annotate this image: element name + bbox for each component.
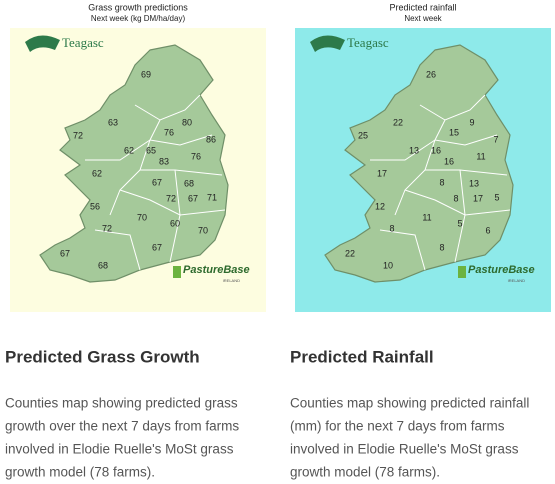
- county-value: 63: [108, 117, 118, 127]
- county-value: 9: [469, 117, 474, 127]
- county-value: 26: [426, 69, 436, 79]
- county-value: 22: [393, 117, 403, 127]
- county-value: 25: [358, 130, 368, 140]
- county-value: 86: [206, 134, 216, 144]
- county-border: [404, 189, 511, 216]
- county-value: 16: [444, 156, 454, 166]
- county-value: 17: [473, 193, 483, 203]
- county-value: 8: [439, 242, 444, 252]
- ireland-map: [39, 44, 229, 283]
- county-value: 10: [383, 260, 393, 270]
- description: Counties map showing predicted grass: [5, 396, 238, 411]
- county-value: 72: [166, 193, 176, 203]
- county-value: 68: [98, 260, 108, 270]
- map-title: Predicted rainfall: [389, 2, 456, 12]
- county-border: [149, 134, 213, 146]
- county-value: 7: [493, 134, 498, 144]
- county-value: 76: [164, 127, 174, 137]
- county-value: 62: [92, 168, 102, 178]
- description: growth over the next 7 days from farms: [5, 419, 239, 434]
- heading: Predicted Grass Growth: [5, 347, 200, 366]
- county-value: 71: [207, 192, 217, 202]
- county-value: 12: [375, 201, 385, 211]
- badge: PastureBase: [183, 264, 250, 276]
- county-value: 6: [485, 225, 490, 235]
- badge-sub: IRELAND: [508, 278, 525, 283]
- heading: Predicted Rainfall: [290, 347, 434, 366]
- county-value: 5: [457, 218, 462, 228]
- map-subtitle: Next week: [404, 14, 442, 23]
- badge-sub: IRELAND: [223, 278, 240, 283]
- county-value: 13: [409, 145, 419, 155]
- county-value: 22: [345, 248, 355, 258]
- badge-icon: [458, 266, 466, 278]
- county-value: 8: [439, 177, 444, 187]
- county-value: 68: [184, 178, 194, 188]
- county-value: 13: [469, 178, 479, 188]
- county-value: 70: [137, 212, 147, 222]
- description: growth model (78 farms).: [290, 465, 440, 480]
- badge: PastureBase: [468, 264, 535, 276]
- county-value: 70: [198, 225, 208, 235]
- badge-icon: [173, 266, 181, 278]
- county-value: 8: [389, 223, 394, 233]
- ireland-map: [324, 44, 514, 283]
- panel: Predicted rainfall Next week Teagasc Pastur…: [290, 2, 551, 480]
- county-value: 72: [73, 130, 83, 140]
- county-value: 65: [146, 145, 156, 155]
- county-border: [379, 229, 426, 271]
- description: (mm) for the next 7 days from farms: [290, 419, 505, 434]
- county-value: 62: [124, 145, 134, 155]
- county-value: 83: [159, 156, 169, 166]
- county-border: [94, 229, 141, 271]
- logo-mark: [310, 35, 345, 52]
- county-value: 5: [494, 192, 499, 202]
- map-title: Grass growth predictions: [88, 2, 188, 12]
- panel: Grass growth predictions Next week (kg DM…: [5, 2, 266, 480]
- county-border: [434, 134, 498, 146]
- county-value: 60: [170, 218, 180, 228]
- county-value: 67: [60, 248, 70, 258]
- county-border: [119, 189, 226, 216]
- county-value: 16: [431, 145, 441, 155]
- county-border: [370, 139, 436, 161]
- logo: Teagasc: [347, 35, 389, 50]
- county-value: 80: [182, 117, 192, 127]
- county-value: 11: [476, 151, 485, 161]
- county-value: 67: [152, 242, 162, 252]
- map-subtitle: Next week (kg DM/ha/day): [91, 14, 186, 23]
- description: growth model (78 farms).: [5, 465, 155, 480]
- county-value: 56: [90, 201, 100, 211]
- county-value: 67: [188, 193, 198, 203]
- logo: Teagasc: [62, 35, 104, 50]
- county-value: 67: [152, 177, 162, 187]
- county-border: [134, 94, 201, 121]
- description: involved in Elodie Ruelle's MoSt grass: [5, 442, 234, 457]
- county-value: 17: [377, 168, 387, 178]
- county-value: 8: [453, 193, 458, 203]
- county-value: 15: [449, 127, 459, 137]
- county-value: 72: [102, 223, 112, 233]
- logo-mark: [25, 35, 60, 52]
- county-value: 11: [422, 212, 431, 222]
- county-value: 69: [141, 69, 151, 79]
- description: involved in Elodie Ruelle's MoSt grass: [290, 442, 519, 457]
- description: Counties map showing predicted rainfall: [290, 396, 529, 411]
- county-border: [85, 139, 151, 161]
- county-value: 76: [191, 151, 201, 161]
- county-border: [419, 94, 486, 121]
